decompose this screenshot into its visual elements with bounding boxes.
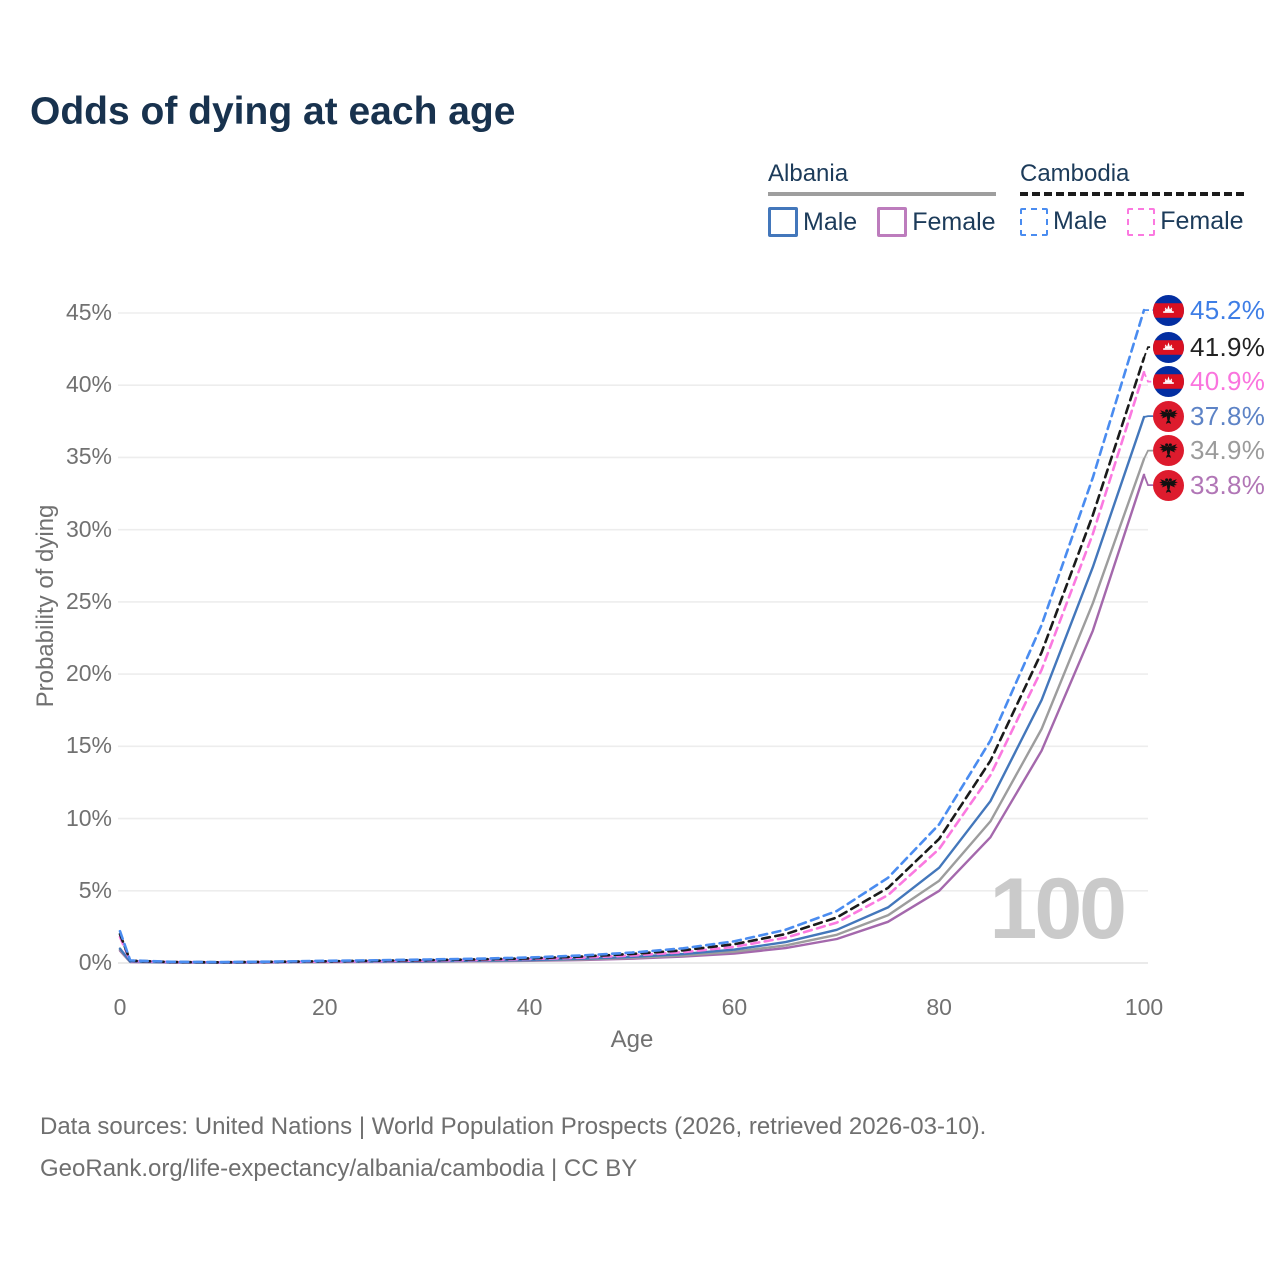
albania-female-swatch-icon [877, 207, 908, 237]
end-label-value: 37.8% [1190, 400, 1266, 431]
legend-item-cambodia-male[interactable]: Male [1020, 207, 1107, 236]
legend-group-cambodia: Cambodia Male Female [1020, 160, 1244, 236]
albania-male-swatch-icon [768, 207, 798, 237]
y-tick-label: 30% [65, 515, 112, 542]
end-label-albania-male: 37.8% [1153, 400, 1266, 432]
end-label-leader [1143, 474, 1153, 486]
end-label-value: 34.9% [1190, 435, 1266, 466]
end-label-cambodia-female: 40.9% [1153, 366, 1266, 398]
end-label-value: 33.8% [1190, 469, 1266, 500]
albania-flag-icon [1153, 435, 1184, 467]
x-tick-label: 20 [312, 994, 338, 1020]
y-tick-label: 15% [65, 732, 112, 759]
x-tick-label: 40 [516, 994, 543, 1020]
end-label-leader [1143, 371, 1153, 383]
cambodia-dashed-line-sample [1020, 192, 1244, 196]
albania-flag-icon [1153, 469, 1184, 501]
license-line: GeoRank.org/life-expectancy/albania/camb… [40, 1155, 638, 1182]
x-axis-title: Age [610, 1026, 654, 1053]
y-axis-title: Probability of dying [32, 504, 59, 708]
hovered-age-watermark: 100 [989, 861, 1127, 957]
end-label-cambodia-both-sexes: 41.9% [1153, 331, 1266, 363]
x-tick-label: 0 [113, 994, 127, 1020]
end-label-leader [1143, 449, 1153, 460]
end-label-value: 45.2% [1190, 294, 1266, 325]
x-tick-label: 80 [926, 994, 952, 1020]
cambodia-female-swatch-icon [1127, 207, 1156, 236]
albania-flag-icon [1153, 400, 1184, 432]
end-label-leader [1143, 415, 1153, 418]
y-tick-label: 45% [65, 299, 112, 325]
end-label-albania-female: 33.8% [1153, 469, 1266, 501]
source-attribution: Data sources: United Nations | World Pop… [40, 1106, 986, 1190]
legend-label: Male [1053, 207, 1108, 235]
legend-country-albania: Albania [768, 160, 849, 187]
cambodia-flag-icon [1153, 294, 1184, 326]
x-tick-label: 100 [1124, 994, 1164, 1020]
cambodia-flag-icon [1153, 366, 1184, 398]
end-label-leader [1143, 346, 1153, 359]
y-tick-label: 20% [65, 660, 112, 687]
cambodia-male-swatch-icon [1020, 207, 1048, 236]
legend-item-cambodia-female[interactable]: Female [1127, 207, 1244, 236]
y-tick-label: 25% [65, 587, 112, 614]
y-tick-label: 0% [78, 949, 112, 975]
cambodia-flag-icon [1153, 331, 1184, 363]
series-line-cambodia-male[interactable] [118, 308, 1146, 964]
y-tick-label: 5% [78, 876, 112, 903]
data-sources-line: Data sources: United Nations | World Pop… [40, 1113, 987, 1140]
end-label-value: 41.9% [1190, 331, 1266, 362]
legend-item-albania-female[interactable]: Female [877, 207, 996, 237]
legend-label: Male [803, 207, 858, 236]
albania-solid-line-sample [768, 192, 996, 196]
y-tick-label: 35% [65, 443, 112, 470]
x-tick-label: 60 [721, 994, 748, 1020]
legend-group-albania: Albania Male Female [768, 160, 996, 237]
legend-item-albania-male[interactable]: Male [768, 207, 857, 237]
legend-label: Female [912, 207, 996, 236]
page-title: Odds of dying at each age [30, 90, 516, 133]
legend-country-cambodia: Cambodia [1020, 160, 1130, 187]
end-label-value: 40.9% [1190, 366, 1266, 397]
legend-label: Female [1160, 207, 1244, 235]
y-tick-label: 10% [65, 804, 112, 831]
end-label-cambodia-male: 45.2% [1153, 294, 1266, 326]
end-label-albania-both-sexes: 34.9% [1153, 435, 1266, 467]
y-tick-label: 40% [65, 371, 112, 398]
